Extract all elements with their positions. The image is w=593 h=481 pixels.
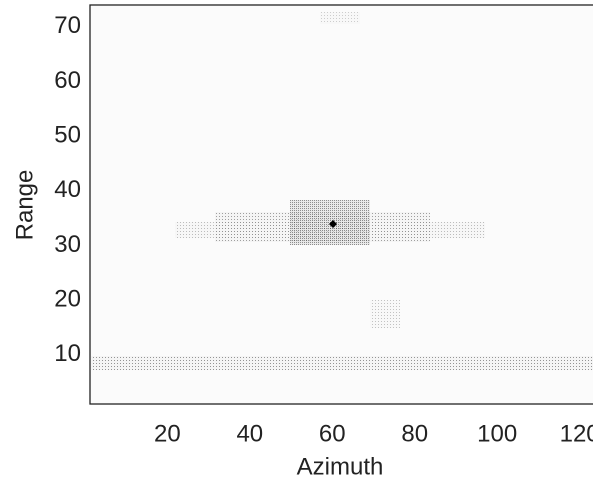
y-tick-label: 50 <box>54 122 81 149</box>
x-tick-label: 120 <box>560 420 593 447</box>
image-texture <box>90 6 593 403</box>
x-tick-label: 80 <box>401 420 428 447</box>
x-tick-label: 100 <box>477 420 517 447</box>
y-axis-label: Range <box>11 170 38 241</box>
x-tick-label: 20 <box>154 420 181 447</box>
plot-frame <box>89 4 593 405</box>
x-tick-label: 60 <box>319 420 346 447</box>
x-tick-label: 40 <box>236 420 263 447</box>
y-tick-label: 60 <box>54 67 81 94</box>
y-tick-label: 40 <box>54 176 81 203</box>
x-axis-label: Azimuth <box>297 453 384 480</box>
y-tick-label: 70 <box>54 12 81 39</box>
y-tick-label: 10 <box>54 340 81 367</box>
y-tick-label: 20 <box>54 285 81 312</box>
y-tick-label: 30 <box>54 231 81 258</box>
